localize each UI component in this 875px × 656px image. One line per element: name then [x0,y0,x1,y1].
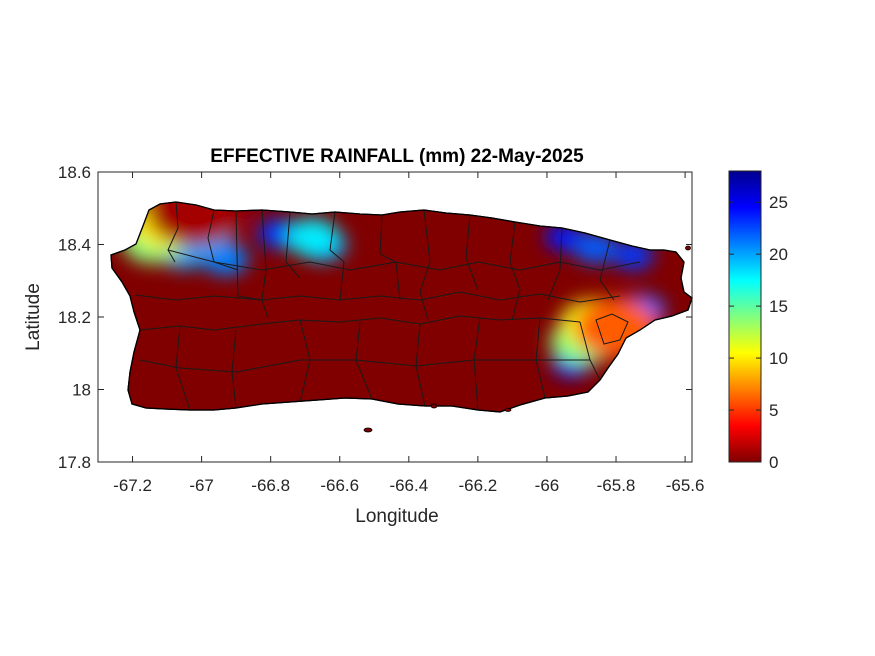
colorbar-gradient [728,170,762,463]
municipality-border [175,325,191,411]
x-tick-label: -66.6 [320,476,359,495]
municipality-border [379,214,401,301]
y-tick-label: 18.4 [58,236,91,255]
y-axis: 17.8 18 18.2 18.4 18.6 [58,163,692,472]
x-tick-label: -66.4 [389,476,428,495]
x-tick-label: -66 [535,476,560,495]
chart-title: EFFECTIVE RAINFALL (mm) 22-May-2025 [210,146,584,167]
x-axis-label: Longitude [355,506,438,527]
islet [363,427,373,433]
colorbar-tick-label: 0 [769,453,778,472]
x-axis: -67.2 -67 -66.8 -66.6 -66.4 -66.2 -66 -65.8 -65.… [113,172,704,495]
island-map [110,201,693,433]
municipality-border [547,227,563,301]
islet [504,408,512,412]
x-tick-label: -66.8 [251,476,290,495]
islet [685,245,691,251]
y-axis-label: Latitude [23,283,44,351]
colorbar-tick-label: 5 [769,401,778,420]
colorbar-ticks: 0 5 10 15 20 25 [729,193,788,472]
colorbar-tick-label: 10 [769,349,788,368]
municipality-border [167,249,641,271]
municipality-border [207,209,239,271]
x-tick-label: -66.2 [459,476,498,495]
municipality-border [139,315,581,331]
island-outline [110,201,693,413]
municipality-border [419,209,431,321]
x-tick-label: -67 [189,476,214,495]
municipality-borders [134,201,641,411]
municipality-border [465,214,479,291]
y-tick-label: 18 [72,381,91,400]
x-tick-label: -65.6 [666,476,705,495]
colorbar-tick-label: 25 [769,193,788,212]
municipality-border [235,210,263,301]
colorbar: 0 5 10 15 20 25 [728,170,788,472]
colorbar-tick-label: 20 [769,245,788,264]
municipality-border [139,359,590,373]
islets [363,245,691,433]
y-tick-label: 18.2 [58,308,91,327]
y-tick-label: 18.6 [58,163,91,182]
municipality-border [285,211,301,279]
municipality-border [329,211,345,301]
rainfall-cell [285,218,339,257]
municipality-border [134,291,621,303]
municipality-border [509,221,521,321]
rainfall-cell [146,202,243,247]
municipality-border [167,201,179,263]
colorbar-tick-label: 15 [769,297,788,316]
islet [430,403,438,409]
rainfall-field [121,202,666,378]
y-tick-label: 17.8 [58,453,91,472]
municipality-border [599,239,615,301]
x-tick-label: -65.8 [597,476,636,495]
municipality-border [595,313,629,345]
x-tick-label: -67.2 [113,476,152,495]
municipality-border [261,209,269,319]
